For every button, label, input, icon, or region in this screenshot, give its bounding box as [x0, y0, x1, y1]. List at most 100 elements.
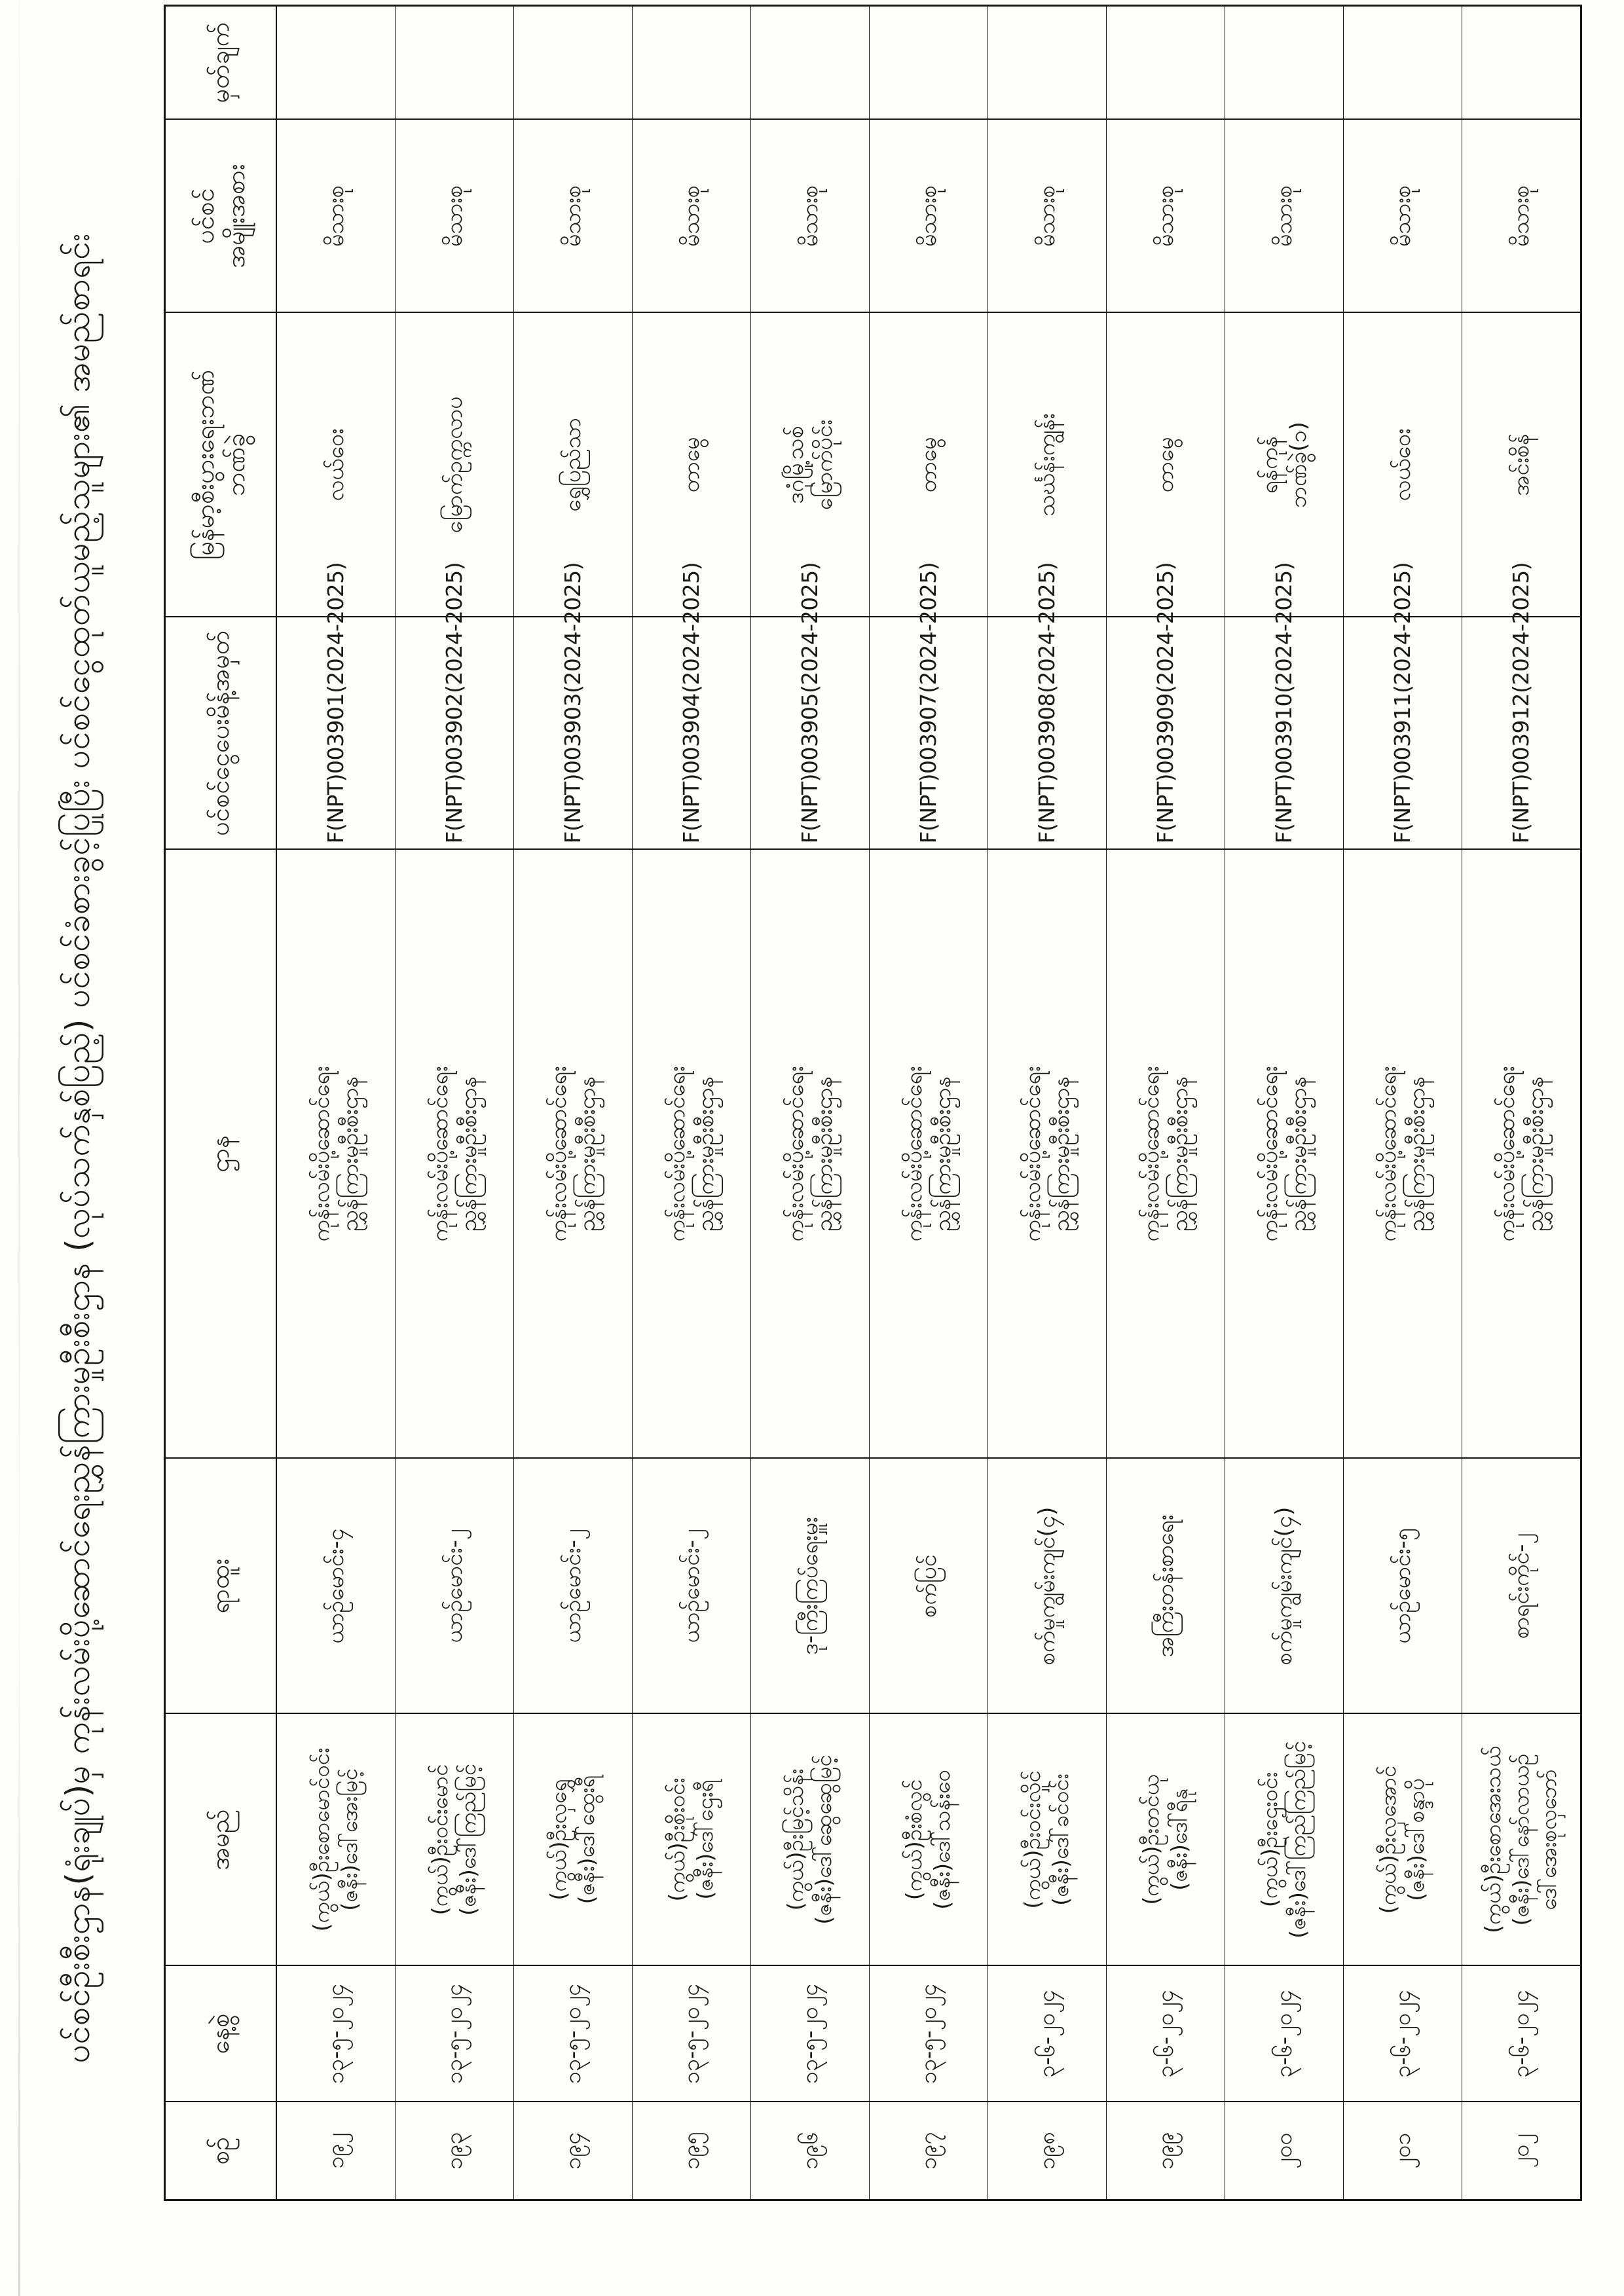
cell-line: (ကွယ်)ဦးစောမောင်ဝင်း	[308, 1747, 335, 1932]
table-row: ၁၉၄ ၁၃-၅-၂၀၂၄ (ကွယ်)ဦးလှရွှေ (ဇနီး)ဒေါ်ထွေး…	[513, 5, 633, 2200]
cell-department: ကုန်းလမ်းပို့ဆောင်ရေး ညွှန်ကြားမှုဦးစီးဌာ…	[1343, 849, 1462, 1459]
cell-line: (ဇနီး)ဒေါ်ကြည်ကြည်မြင့်	[1285, 1741, 1310, 1939]
cell-serial: ၁၉၃	[395, 2102, 514, 2200]
cell-date: ၃-၆-၂၀၂၄	[1343, 1965, 1462, 2102]
cell-line: ကုန်းလမ်းပို့ဆောင်ရေး	[663, 1066, 690, 1242]
table-row: ၂၀၀ ၃-၆-၂၀၂၄ (ကွယ်)ဦးဌေးဝင်း (ဇနီး)ဒေါ်ကြည်…	[1225, 5, 1344, 2200]
col-header-department: ဌာန	[164, 849, 276, 1459]
cell-date: ၁၃-၅-၂၀၂၄	[276, 1965, 396, 2102]
cell-line: ကုန်းလမ်းပို့ဆောင်ရေး	[1256, 1066, 1283, 1242]
cell-serial: ၁၉၄	[513, 2102, 633, 2200]
cell-line: ညွှန်ကြားမှုဦးစီးဌာန	[1048, 1076, 1075, 1232]
cell-line: (ဇနီး)ဒေါ်အေးမြင့်	[337, 1768, 362, 1911]
bank-header-line2: ဘဏ်ခွဲ	[221, 433, 250, 497]
cell-date: ၃-၆-၂၀၂၄	[1225, 1965, 1344, 2102]
cell-department: ကုန်းလမ်းပို့ဆောင်ရေး ညွှန်ကြားမှုဦးစီးဌာ…	[395, 849, 514, 1459]
cell-position: ယာဉ်မောင်း-၄	[276, 1458, 396, 1714]
cell-line: ကုန်းလမ်းပို့ဆောင်ရေး	[308, 1066, 335, 1242]
cell-line: ညွှန်ကြားမှုဦးစီးဌာန	[1285, 1076, 1312, 1232]
cell-pension-type: မိသားစု	[395, 119, 514, 313]
cell-serial: ၁၉၂	[276, 2102, 396, 2200]
cell-serial: ၂၀၁	[1343, 2102, 1462, 2200]
header-row: စဉ် နေ့စွဲ အမည် ရာထူး ဌာန ပင်စင်ငွေပေးမိ…	[164, 5, 276, 2200]
cell-line: ညွှန်ကြားမှုဦးစီးဌာန	[337, 1076, 363, 1232]
col-header-order-no: ပင်စင်ငွေပေးမိန့်အမှတ်	[164, 617, 276, 850]
cell-order-no: F(NPT)003908(2024-2025)	[987, 562, 1107, 850]
cell-serial: ၁၉၆	[750, 2102, 870, 2200]
cell-order-no: F(NPT)003912(2024-2025)	[1462, 562, 1581, 850]
cell-name: (ကွယ်)ဦးဝင်းလှိုင် (ဇနီး)ဒေါ်ခင်ဝင်း	[987, 1713, 1107, 1966]
cell-date: ၁၃-၅-၂၀၂၄	[869, 1965, 988, 2102]
table-row: ၂၀၂ ၃-၆-၂၀၂၄ (ကွယ်)ဦးစောအေးသယ် (ဇနီး)ဒေါ်နေ…	[1462, 5, 1581, 2200]
cell-line: ညွှန်ကြားမှုဦးစီးဌာန	[1522, 1076, 1549, 1232]
cell-line: ညွှန်ကြားမှုဦးစီးဌာန	[1167, 1076, 1193, 1232]
cell-serial: ၁၉၇	[869, 2102, 988, 2200]
table-row: ၁၉၇ ၁၃-၅-၂၀၂၄ (ကွယ်)ဦးစံလွင် (ဇနီး)ဒေါ်သန်း…	[869, 5, 988, 2200]
table-row: ၁၉၅ ၁၃-၅-၂၀၂၄ (ကွယ်)ဦးစိုးဝင်း (ဇနီး)ဒေါ်ဌေ…	[632, 5, 751, 2200]
cell-line: (ကွယ်)ဦးစိုးဝင်း	[664, 1777, 690, 1902]
cell-order-no: F(NPT)003904(2024-2025)	[632, 562, 751, 850]
col-header-remark: မှတ်ချက်	[164, 5, 276, 120]
cell-line: (ဇနီး)ဒေါ်နော်လာယဉ်	[1507, 1753, 1534, 1926]
cell-line: ကုန်းလမ်းပို့ဆောင်ရေး	[1137, 1066, 1164, 1242]
cell-line: ကုန်းလမ်းပို့ဆောင်ရေး	[1493, 1066, 1520, 1242]
col-header-serial: စဉ်	[164, 2102, 276, 2200]
cell-position: ယာဉ်မောင်း-၅	[1343, 1458, 1462, 1714]
cell-line: (ဇနီး)ဒေါ်ဆွေဆွေမြင့်	[811, 1755, 836, 1925]
cell-department: ကုန်းလမ်းပို့ဆောင်ရေး ညွှန်ကြားမှုဦးစီးဌာ…	[869, 849, 988, 1459]
cell-pension-type: မိသားစု	[869, 119, 988, 313]
cell-line: ညွှန်ကြားမှုဦးစီးဌာန	[930, 1076, 956, 1232]
cell-line: (ကွယ်)ဦးစောအေးသယ်	[1479, 1745, 1505, 1934]
table-row: ၂၀၁ ၃-၆-၂၀၂၄ (ကွယ်)ဦးလှအောင် (ဇနီး)ဒေါ်စန္ဒ…	[1343, 5, 1462, 2200]
cell-pension-type: မိသားစု	[750, 119, 870, 313]
cell-line: (ဇနီး)ဒေါ်ကြည်မြင့်	[455, 1764, 481, 1916]
cell-remark	[395, 5, 514, 120]
cell-department: ကုန်းလမ်းပို့ဆောင်ရေး ညွှန်ကြားမှုဦးစီးဌာ…	[987, 849, 1107, 1459]
pension-list-table: စဉ် နေ့စွဲ အမည် ရာထူး ဌာန ပင်စင်ငွေပေးမိ…	[164, 5, 1582, 2201]
cell-name: (ကွယ်)ဦးတင်ယု (ဇနီး)ဒေါ်ရီနု	[1106, 1713, 1225, 1966]
cell-date: ၁၃-၅-၂၀၂၄	[395, 1965, 514, 2102]
col-header-date: နေ့စွဲ	[164, 1965, 276, 2102]
page-title: ပင်စင်ဦးစီးဌာန(ရုံးချုပ်)မှ ကုန်းလမ်းပို…	[59, 232, 97, 2064]
table-row: ၁၉၃ ၁၃-၅-၂၀၂၄ (ကွယ်)ဦးဝင်းမောင် (ဇနီး)ဒေါ်က…	[395, 5, 514, 2200]
cell-department: ကုန်းလမ်းပို့ဆောင်ရေး ညွှန်ကြားမှုဦးစီးဌာ…	[276, 849, 396, 1459]
cell-order-no: F(NPT)003901(2024-2025)	[276, 562, 396, 850]
cell-name: (ကွယ်)ဦးစောအေးသယ် (ဇနီး)ဒေါ်နော်လာယဉ် ဒေါ်…	[1462, 1713, 1581, 1966]
cell-line: (ကွယ်)ဦးဝင်းလှိုင်	[1020, 1770, 1046, 1909]
cell-order-no: F(NPT)003905(2024-2025)	[750, 562, 870, 850]
table-row: ၁၉၈ ၃-၆-၂၀၂၄ (ကွယ်)ဦးဝင်းလှိုင် (ဇနီး)ဒေါ်ခ…	[987, 5, 1107, 2200]
cell-order-no: F(NPT)003911(2024-2025)	[1343, 562, 1462, 850]
cell-pension-type: မိသားစု	[987, 119, 1107, 313]
cell-line: (ဇနီး)ဒေါ်ရီနု	[1166, 1789, 1192, 1891]
cell-position: စက်ပြင်	[869, 1458, 988, 1714]
cell-remark	[750, 5, 870, 120]
cell-pension-type: မိသားစု	[1106, 119, 1225, 313]
col-header-name: အမည်	[164, 1713, 276, 1966]
cell-pension-type: မိသားစု	[276, 119, 396, 313]
cell-order-no: F(NPT)003909(2024-2025)	[1106, 562, 1225, 850]
cell-position: အကြီးတန်းစာရေး	[1106, 1458, 1225, 1714]
cell-position: ယာဉ်မောင်း-၂	[513, 1458, 633, 1714]
cell-line: (ဇနီး)ဒေါ်ဌေးရီ	[692, 1779, 718, 1900]
cell-line: (ကွယ်)ဦးဌေးဝင်း	[1257, 1772, 1283, 1908]
cell-order-no: F(NPT)003907(2024-2025)	[869, 562, 988, 850]
cell-name: (ကွယ်)ဦးမြင့်သိန်း (ဇနီး)ဒေါ်ဆွေဆွေမြင့်	[750, 1713, 870, 1966]
cell-line: ညွှန်ကြားမှုဦးစီးဌာန	[811, 1076, 838, 1232]
cell-pension-type: မိသားစု	[1225, 119, 1344, 313]
cell-serial: ၁၉၅	[632, 2102, 751, 2200]
cell-remark	[513, 5, 633, 120]
cell-line: (ဇနီး)ဒေါ်ခင်ဝင်း	[1048, 1774, 1073, 1906]
cell-order-no: F(NPT)003903(2024-2025)	[513, 562, 633, 850]
cell-position: ဒု-ကြီးကြပ်ရေးမှူး	[750, 1458, 870, 1714]
cell-line: (ဇနီး)ဒေါ်စန္ဒာပို	[1403, 1778, 1429, 1901]
cell-remark	[987, 5, 1107, 120]
cell-department: ကုန်းလမ်းပို့ဆောင်ရေး ညွှန်ကြားမှုဦးစီးဌာ…	[750, 849, 870, 1459]
cell-department: ကုန်းလမ်းပို့ဆောင်ရေး ညွှန်ကြားမှုဦးစီးဌာ…	[1462, 849, 1581, 1459]
cell-name: (ကွယ်)ဦးလှရွှေ (ဇနီး)ဒေါ်ထွေးရီ	[513, 1713, 633, 1966]
cell-line: ဒေါ်အေးစုလှဘော်	[1536, 1769, 1562, 1910]
cell-name: (ကွယ်)ဦးစံလွင် (ဇနီး)ဒေါ်သန်းဝေ	[869, 1713, 988, 1966]
cell-name: (ကွယ်)ဦးဝင်းမောင် (ဇနီး)ဒေါ်ကြည်မြင့်	[395, 1713, 514, 1966]
cell-line: (ကွယ်)ဦးဝင်းမောင်	[427, 1764, 453, 1916]
